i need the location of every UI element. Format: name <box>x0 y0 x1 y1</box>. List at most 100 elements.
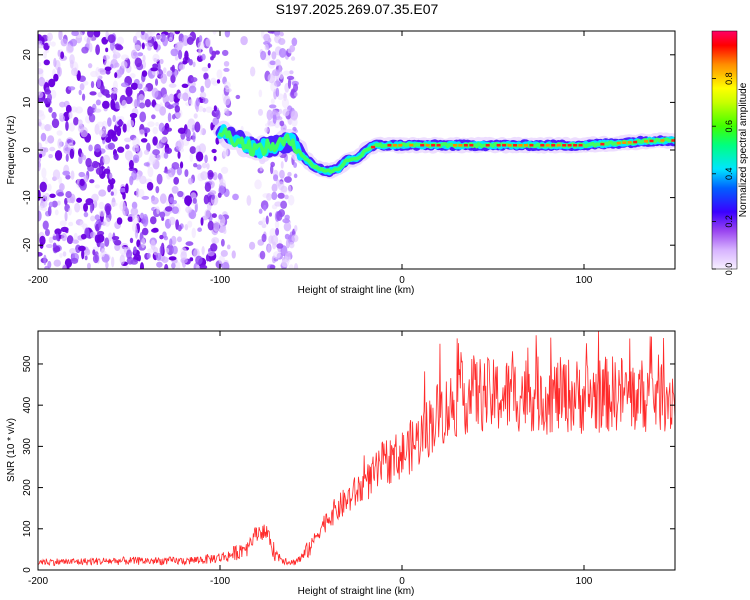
spectrogram-noise-speck <box>160 73 168 84</box>
spectrogram-noise-speck <box>275 87 280 97</box>
snr-x-tick-label: 100 <box>576 576 593 587</box>
spectrogram-noise-speck <box>201 53 206 61</box>
spectrogram-noise-speck <box>60 38 68 47</box>
spectrogram-noise-speck <box>91 193 99 203</box>
spectrogram-x-tick-label: -200 <box>28 275 48 286</box>
spectrogram-noise-speck <box>105 47 109 53</box>
spectrogram-noise-speck <box>193 113 198 119</box>
spectrogram-noise-speck <box>177 151 181 159</box>
colorbar-tick-label: 0.2 <box>724 215 734 228</box>
spectrogram-noise-speck <box>80 152 85 159</box>
spectrogram-noise-speck <box>132 214 140 225</box>
spectrogram-noise-speck <box>95 167 103 175</box>
colorbar: 0.0 0.2 0.4 0.6 0.8 Normalized spectral ampl… <box>711 30 749 275</box>
spectrogram-noise-speck <box>147 45 152 51</box>
spectrogram-noise-speck <box>204 182 212 192</box>
spectrogram-noise-speck <box>111 256 115 268</box>
spectrogram-noise-speck <box>87 31 94 38</box>
spectrogram-noise-speck <box>146 181 154 191</box>
spectrogram-noise-speck <box>220 166 229 174</box>
spectrogram-noise-speck <box>125 144 130 150</box>
spectrogram-noise-speck <box>126 249 133 260</box>
spectrogram-noise-speck <box>52 169 61 180</box>
spectrogram-noise-speck <box>54 150 63 161</box>
spectrogram-noise-speck <box>52 242 57 248</box>
spectrogram-noise-speck <box>109 173 113 180</box>
spectrogram-noise-speck <box>65 153 69 162</box>
spectrogram-noise-speck <box>94 234 101 244</box>
spectrogram-x-axis-label: Height of straight line (km) <box>298 285 415 296</box>
spectrogram-noise-speck <box>272 241 277 250</box>
spectrogram-noise-speck <box>107 184 112 193</box>
spectrogram-noise-speck <box>57 138 62 149</box>
spectrogram-noise-speck <box>197 105 204 112</box>
spectrogram-noise-speck <box>212 117 220 126</box>
spectrogram-noise-speck <box>289 45 296 53</box>
spectrogram-noise-speck <box>80 233 87 240</box>
spectrogram-noise-speck <box>44 192 50 202</box>
spectrogram-noise-speck <box>221 261 230 269</box>
spectrogram-noise-speck <box>129 237 134 244</box>
spectrogram-noise-speck <box>159 193 167 204</box>
spectrogram-noise-speck <box>170 48 179 57</box>
spectrogram-noise-speck <box>273 251 281 259</box>
spectrogram-noise-speck <box>203 72 209 80</box>
spectrogram-noise-speck <box>212 171 218 181</box>
spectrogram-noise-speck <box>184 169 189 177</box>
spectrogram-noise-speck <box>38 62 42 67</box>
figure-title: S197.2025.269.07.35.E07 <box>275 1 439 17</box>
spectrogram-noise-speck <box>217 172 222 180</box>
spectrogram-noise-speck <box>277 181 285 191</box>
spectrogram-noise-speck <box>132 137 140 149</box>
spectrogram-noise-speck <box>185 241 194 246</box>
spectrogram-noise-speck <box>156 143 162 149</box>
spectrogram-noise-speck <box>45 244 53 249</box>
spectrogram-noise-speck <box>125 86 133 97</box>
spectrogram-noise-speck <box>163 152 169 159</box>
spectrogram-noise-speck <box>48 153 53 159</box>
spectrogram-noise-speck <box>168 83 177 88</box>
spectrogram-noise-speck <box>293 262 299 269</box>
spectrogram-noise-speck <box>194 121 201 133</box>
spectrogram-noise-speck <box>141 195 150 200</box>
spectrogram-noise-speck <box>49 193 56 199</box>
spectrogram-noise-speck <box>60 226 69 233</box>
spectrogram-noise-speck <box>264 43 269 51</box>
snr-y-tick-label: 100 <box>22 520 33 537</box>
spectrogram-noise-speck <box>147 121 155 128</box>
spectrogram-noise-speck <box>161 256 169 264</box>
spectrogram-noise-speck <box>86 37 91 48</box>
spectrogram-noise-speck <box>159 234 164 240</box>
spectrogram-noise-speck <box>290 56 296 61</box>
spectrogram-noise-speck <box>54 209 59 216</box>
spectrogram-noise-speck <box>277 192 285 199</box>
spectrogram-noise-speck <box>141 238 146 249</box>
spectrogram-noise-speck <box>188 99 193 105</box>
spectrogram-x-tick-label: 0 <box>399 275 405 286</box>
spectrogram-noise-speck <box>223 95 231 106</box>
snr-panel: -200 -100 0 100 0 100 200 300 400 500 Height of s… <box>6 330 676 597</box>
spectrogram-noise-speck <box>268 37 272 43</box>
spectrogram-noise-speck <box>99 69 107 75</box>
spectrogram-noise-speck <box>279 120 285 127</box>
spectrogram-noise-speck <box>214 50 220 55</box>
snr-y-tick-label: 500 <box>22 355 33 372</box>
spectrogram-noise-speck <box>195 151 204 162</box>
spectrogram-noise-speck <box>259 166 263 172</box>
spectrogram-noise-speck <box>150 239 156 250</box>
snr-y-tick-label: 300 <box>22 438 33 455</box>
spectrogram-noise-speck <box>207 250 215 257</box>
spectrogram-noise-speck <box>90 215 96 222</box>
spectrogram-noise-speck <box>133 44 141 51</box>
spectrogram-noise-speck <box>211 213 217 218</box>
spectrogram-noise-speck <box>107 142 116 150</box>
spectrogram-noise-speck <box>291 37 298 47</box>
spectrogram-noise-speck <box>130 49 137 59</box>
spectrogram-noise-speck <box>273 174 279 182</box>
spectrogram-noise-speck <box>197 227 202 232</box>
spectrogram-noise-speck <box>265 215 269 225</box>
spectrogram-noise-speck <box>137 83 143 90</box>
spectrogram-noise-speck <box>184 50 189 61</box>
spectrogram-noise-speck <box>294 225 298 232</box>
spectrogram-noise-speck <box>200 85 205 93</box>
